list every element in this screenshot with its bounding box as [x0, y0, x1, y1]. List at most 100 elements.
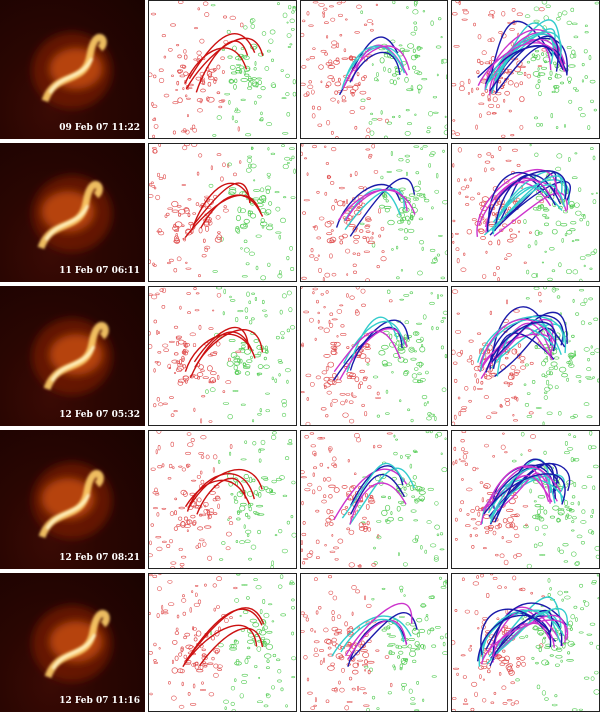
field-line [480, 319, 551, 372]
field-line [480, 608, 552, 655]
magnetogram-contours [149, 287, 296, 424]
magnetogram-contours [149, 430, 296, 568]
xray-image [32, 461, 112, 539]
field-line [496, 611, 562, 654]
magnetogram-model-panel [148, 143, 297, 283]
field-line [478, 178, 551, 226]
field-line [340, 46, 404, 90]
magnetogram-model-panel [148, 286, 297, 426]
field-line [477, 316, 565, 364]
field-line [191, 182, 253, 231]
magnetogram-contours [452, 144, 599, 282]
field-line [491, 312, 569, 364]
magnetogram-contours [452, 287, 599, 425]
magnetogram-model-panel [299, 286, 449, 426]
field-line [349, 611, 418, 660]
field-line [349, 178, 415, 237]
field-line [333, 330, 401, 373]
xray-image-panel: 09 Feb 07 11:22 [0, 0, 145, 140]
field-line [485, 31, 563, 90]
field-line [200, 194, 264, 229]
field-line [491, 33, 555, 94]
field-line [488, 172, 557, 224]
field-line [479, 319, 557, 366]
field-line [349, 464, 404, 506]
field-line [476, 169, 558, 238]
magnetogram-contours [300, 287, 448, 425]
magnetogram-contours [300, 1, 448, 139]
xray-image [32, 175, 112, 253]
field-line [492, 175, 567, 232]
magnetogram-contours [452, 430, 599, 568]
field-line [481, 619, 569, 665]
field-line [194, 329, 264, 369]
field-line [184, 47, 248, 84]
field-line [493, 602, 568, 660]
observation-timestamp: 12 Feb 07 05:32 [59, 409, 140, 420]
field-line [185, 607, 265, 661]
observation-timestamp: 12 Feb 07 08:21 [59, 552, 140, 563]
field-line [488, 19, 562, 83]
magnetogram-model-panel [451, 286, 600, 426]
field-line [489, 35, 560, 92]
field-line [489, 181, 572, 236]
field-line [184, 479, 250, 507]
field-line [491, 39, 552, 94]
magnetogram-contours [300, 144, 448, 282]
field-line [342, 45, 410, 89]
field-line [346, 316, 398, 373]
field-line [193, 327, 250, 363]
field-line [341, 462, 405, 519]
xray-image-panel: 12 Feb 07 05:32 [0, 286, 145, 426]
xray-image-panel: 12 Feb 07 08:21 [0, 429, 145, 569]
field-line [490, 609, 553, 659]
field-line [493, 192, 569, 237]
field-line [492, 622, 556, 663]
magnetogram-model-panel [148, 572, 297, 712]
field-line [346, 620, 407, 667]
magnetogram-model-panel [451, 429, 600, 569]
observation-timestamp: 11 Feb 07 06:11 [59, 266, 140, 277]
magnetogram-model-panel [299, 429, 449, 569]
magnetogram-contours [149, 144, 296, 281]
xray-image [32, 318, 112, 396]
field-line [344, 602, 413, 656]
field-line [184, 334, 256, 373]
field-line [184, 194, 262, 239]
field-line [192, 182, 251, 226]
magnetogram-model-panel [299, 0, 449, 140]
field-line [347, 619, 407, 660]
magnetogram-model-panel [451, 143, 600, 283]
field-line [496, 471, 559, 512]
field-line [349, 51, 401, 83]
field-line [349, 481, 407, 524]
field-line [483, 472, 567, 515]
field-line [337, 189, 416, 221]
magnetogram-model-panel [299, 572, 449, 712]
observation-timestamp: 12 Feb 07 11:16 [59, 695, 140, 706]
xray-image-panel: 11 Feb 07 06:11 [0, 143, 145, 283]
field-line [183, 624, 258, 665]
magnetogram-contours [452, 573, 599, 711]
field-line [198, 627, 264, 666]
field-line [494, 458, 560, 523]
field-line [185, 37, 264, 90]
field-line [488, 596, 562, 657]
field-line [345, 45, 405, 77]
magnetogram-contours [149, 1, 296, 139]
field-line [481, 466, 550, 511]
field-line [491, 462, 571, 508]
magnetogram-contours [300, 574, 448, 711]
field-line [485, 322, 557, 374]
field-line [487, 170, 568, 233]
xray-image [32, 605, 112, 682]
field-line [349, 473, 405, 515]
magnetogram-contours [452, 1, 599, 138]
observation-timestamp: 09 Feb 07 11:22 [59, 123, 140, 134]
field-line [339, 618, 404, 653]
magnetogram-model-panel [299, 143, 449, 283]
field-line [482, 609, 565, 660]
field-line [188, 468, 263, 508]
xray-image-panel: 12 Feb 07 11:16 [0, 572, 145, 712]
